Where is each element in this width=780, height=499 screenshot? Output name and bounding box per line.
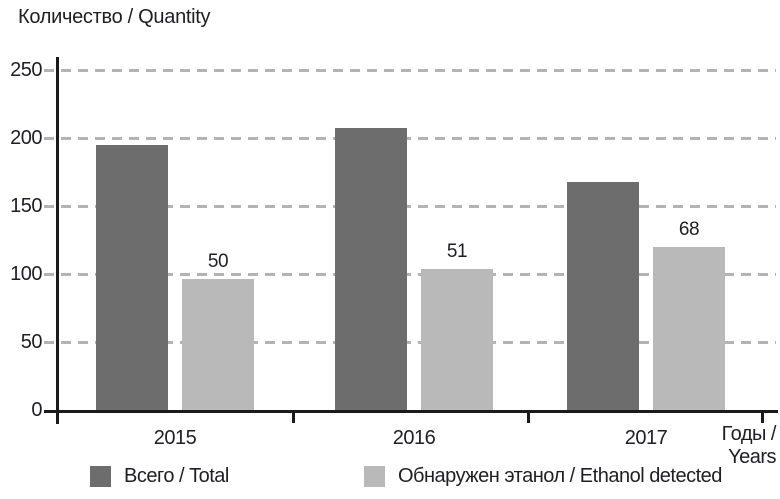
y-axis-title: Количество / Quantity [18,6,211,28]
gridline-200 [44,137,776,140]
y-axis-line [56,57,59,424]
legend-item-ethanol-detected: Обнаружен этанол / Ethanol detected [364,462,722,490]
x-axis-tick-1 [527,410,530,423]
y-tick-label-0: 0 [31,399,42,421]
bar-value-label-2015: 50 [207,251,229,273]
x-tick-label-2016: 2016 [392,427,436,449]
gridline-100 [44,273,776,276]
bar-ethanol-2016 [421,268,493,410]
x-axis-line [44,410,778,413]
y-tick-label-150: 150 [10,195,42,217]
gridline-250 [44,69,776,72]
y-tick-label-100: 100 [10,263,42,285]
ethanol-detected-swatch-icon [364,465,385,487]
bar-total-2016 [335,128,407,410]
bar-total-2015 [96,144,168,410]
x-tick-label-2015: 2015 [153,427,197,449]
x-axis-title-line2: Years [728,446,776,468]
gridline-150 [44,205,776,208]
y-tick-label-250: 250 [10,59,42,81]
x-axis-tick-2 [761,410,764,423]
bar-ethanol-2017 [653,246,725,410]
legend-label-total: Всего / Total [124,464,229,487]
x-axis-tick-0 [292,410,295,423]
total-swatch-icon [90,465,111,487]
bar-value-label-2017: 68 [678,218,700,240]
y-tick-label-200: 200 [10,127,42,149]
x-axis-title-line1: Годы / [721,423,777,445]
legend: Всего / Total Обнаружен этанол / Ethanol… [0,462,780,490]
legend-item-total: Всего / Total [90,462,229,490]
bar-total-2017 [567,181,639,410]
x-axis-title: Годы / Years [721,423,777,469]
y-tick-label-50: 50 [20,331,43,353]
legend-label-ethanol-detected: Обнаружен этанол / Ethanol detected [398,464,722,487]
bar-value-label-2016: 51 [446,240,468,262]
x-tick-label-2017: 2017 [624,427,668,449]
bar-ethanol-2015 [182,279,254,410]
gridline-50 [44,341,776,344]
